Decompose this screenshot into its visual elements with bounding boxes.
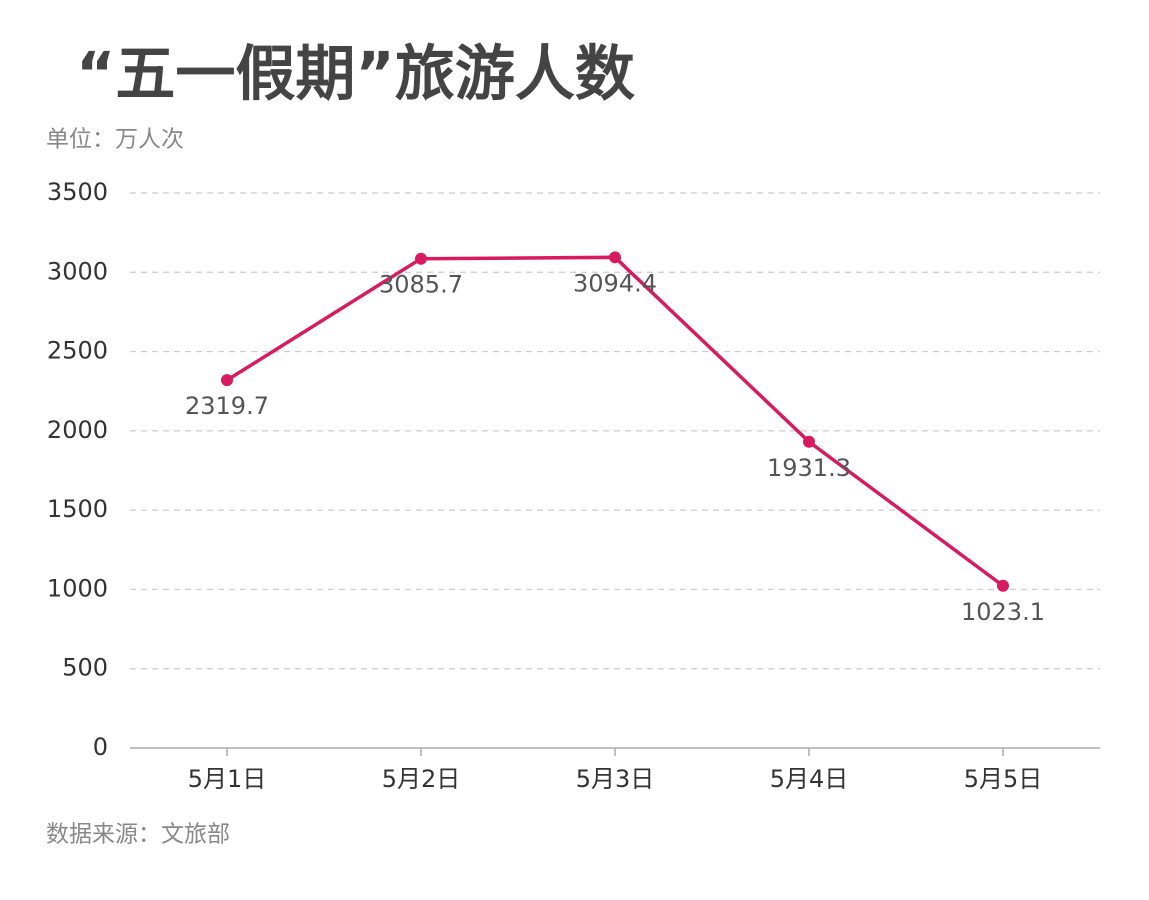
value-label: 1023.1 bbox=[961, 598, 1045, 626]
y-tick-label: 3000 bbox=[47, 257, 108, 285]
x-tick-label: 5月3日 bbox=[576, 765, 655, 793]
value-label: 2319.7 bbox=[185, 392, 269, 420]
chart-title: “五一假期”旅游人数 bbox=[76, 40, 635, 110]
value-label: 3094.4 bbox=[573, 269, 657, 297]
point bbox=[415, 252, 427, 265]
value-label: 1931.3 bbox=[767, 454, 851, 482]
y-tick-label: 0 bbox=[93, 733, 108, 761]
value-label: 3085.7 bbox=[379, 271, 463, 299]
point bbox=[997, 579, 1009, 592]
y-tick-label: 2000 bbox=[47, 416, 108, 444]
x-tick-label: 5月5日 bbox=[964, 765, 1043, 793]
y-tick-label: 2500 bbox=[47, 337, 108, 365]
point bbox=[803, 435, 815, 448]
x-tick-label: 5月2日 bbox=[382, 765, 461, 793]
y-tick-label: 1500 bbox=[47, 495, 108, 523]
point bbox=[609, 251, 621, 264]
line bbox=[226, 255, 1005, 588]
y-tick-label: 500 bbox=[62, 654, 108, 682]
x-tick-label: 5月1日 bbox=[188, 765, 267, 793]
y-tick-label: 3500 bbox=[47, 178, 108, 206]
y-tick-label: 1000 bbox=[47, 574, 108, 602]
chart-source: 数据来源：文旅部 bbox=[46, 822, 230, 848]
point bbox=[221, 374, 233, 387]
chart-subtitle: 单位：万人次 bbox=[46, 127, 184, 153]
x-tick-label: 5月4日 bbox=[770, 765, 849, 793]
